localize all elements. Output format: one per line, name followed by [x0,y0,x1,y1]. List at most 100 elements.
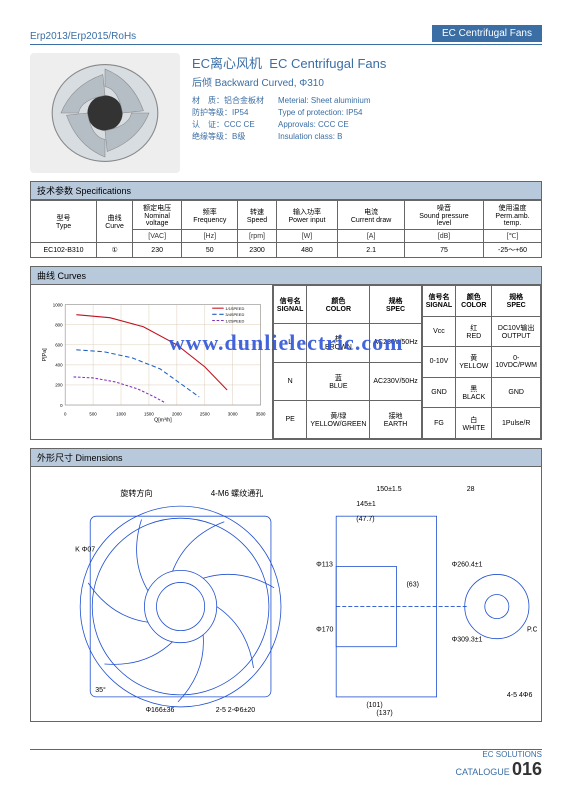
intro-row: 防护等级：IP54Type of protection: IP54 [192,107,542,119]
svg-text:Q[m³/h]: Q[m³/h] [154,418,172,424]
spec-cell: 50 [182,243,238,258]
sig-header: 颜色COLOR [307,286,370,324]
svg-text:2-5 2-Φ6±20: 2-5 2-Φ6±20 [216,707,256,714]
spec-unit: [VAC] [133,230,182,243]
spec-cell: 75 [404,243,483,258]
sig-cell: 蓝BLUE [307,362,370,400]
sig-cell: PE [273,400,306,438]
intro-block: EC离心风机 EC Centrifugal Fans 后倾 Backward C… [30,53,542,173]
sig-cell: AC230V/50Hz [370,362,421,400]
spec-header: 输入功率Power input [276,201,338,230]
sig-cell: 黄/绿YELLOW/GREEN [307,400,370,438]
spec-cell: 2.1 [338,243,405,258]
section-dims: 外形尺寸 Dimensions [30,448,542,467]
spec-cell: -25～+60 [484,243,542,258]
sig-header: 颜色COLOR [456,286,492,317]
spec-header: 使用温度Perm.amb.temp. [484,201,542,230]
sig-cell: 白WHITE [456,408,492,439]
sig-cell: 1Pulse/R [492,408,541,439]
svg-text:(63): (63) [406,581,418,588]
header-rule [30,44,542,45]
spec-cell: 480 [276,243,338,258]
sig-header: 信号名SIGNAL [422,286,455,317]
signal-table-1: 信号名SIGNAL颜色COLOR规格SPECL棕BROWNAC230V/50Hz… [273,285,422,439]
spec-cell: 230 [133,243,182,258]
spec-unit: [W] [276,230,338,243]
svg-text:2000: 2000 [172,412,182,417]
sig-cell: GND [492,377,541,408]
svg-text:200: 200 [55,383,63,388]
sig-header: 规格SPEC [370,286,421,324]
svg-text:Φ170: Φ170 [316,627,333,634]
svg-text:1000: 1000 [116,412,126,417]
spec-header: 噪音Sound pressurelevel [404,201,483,230]
footer-line2: CATALOGUE [456,767,510,777]
intro-row: 材 质：铝合金板材Meterial: Sheet aluminium [192,95,542,107]
svg-text:400: 400 [55,363,63,368]
svg-text:(137): (137) [376,710,392,717]
sig-cell: 黑BLACK [456,377,492,408]
svg-text:2500: 2500 [200,412,210,417]
spec-cell: 2300 [238,243,276,258]
svg-text:4-M6 螺纹通孔: 4-M6 螺纹通孔 [211,488,264,498]
spec-table: 型号Type曲线Curve额定电压Nominalvoltage频率Frequen… [30,200,542,258]
svg-text:150±1.5: 150±1.5 [376,486,401,493]
footer-line1: EC SOLUTIONS [456,750,542,759]
spec-header: 额定电压Nominalvoltage [133,201,182,230]
svg-text:Φ309.3±1: Φ309.3±1 [452,637,483,644]
svg-text:800: 800 [55,322,63,327]
svg-text:Φ260.4±1: Φ260.4±1 [452,561,483,568]
sig-cell: GND [422,377,455,408]
page: Erp2013/Erp2015/RoHs EC Centrifugal Fans… [0,0,572,800]
svg-text:K Φ07: K Φ07 [75,546,95,553]
spec-unit: [A] [338,230,405,243]
svg-text:0: 0 [60,403,63,408]
spec-unit: [rpm] [238,230,276,243]
page-number: 016 [512,759,542,779]
svg-text:3000: 3000 [228,412,238,417]
svg-text:4-5 4Φ6: 4-5 4Φ6 [507,692,533,699]
svg-text:1/1SPEED: 1/1SPEED [225,306,244,311]
svg-text:P.C.DΦ360±1: P.C.DΦ360±1 [527,627,537,634]
intro-text: EC离心风机 EC Centrifugal Fans 后倾 Backward C… [192,53,542,173]
svg-text:0: 0 [64,412,67,417]
curves-wrap: 0500100015002000250030003500020040060080… [30,285,542,440]
svg-text:3/4SPEED: 3/4SPEED [225,312,244,317]
watermark: www.dunlielectric.com [0,330,572,356]
spec-unit: [dB] [404,230,483,243]
signal-tables: 信号名SIGNAL颜色COLOR规格SPECL棕BROWNAC230V/50Hz… [273,285,541,439]
svg-text:Φ113: Φ113 [316,561,333,568]
svg-text:Φ166±36: Φ166±36 [145,707,174,714]
signal-table-2: 信号名SIGNAL颜色COLOR规格SPECVcc红REDDC10V输出OUTP… [422,285,541,439]
spec-header: 型号Type [31,201,97,243]
svg-text:145±1: 145±1 [356,501,376,508]
svg-text:(101): (101) [366,702,382,709]
section-spec: 技术参数 Specifications [30,181,542,200]
sig-cell: N [273,362,306,400]
svg-text:35°: 35° [95,686,106,694]
svg-text:旋转方向: 旋转方向 [120,488,152,498]
sig-header: 规格SPEC [492,286,541,317]
subtitle: 后倾 Backward Curved, Φ310 [192,74,542,89]
svg-text:1500: 1500 [144,412,154,417]
spec-header: 电流Current draw [338,201,405,230]
sig-cell: FG [422,408,455,439]
svg-text:1/2SPEED: 1/2SPEED [225,318,244,323]
fan-photo [30,53,180,173]
dimensions-drawing: 旋转方向4-M6 螺纹通孔150±1.5145±128(47.7)(63)Φ11… [30,467,542,722]
spec-header: 曲线Curve [97,201,133,243]
curves-chart: 0500100015002000250030003500020040060080… [31,285,273,439]
svg-text:28: 28 [467,486,475,493]
spec-header: 频率Frequency [182,201,238,230]
section-curves: 曲线 Curves [30,266,542,285]
intro-row: 认 证：CCC CEApprovals: CCC CE [192,119,542,131]
footer: EC SOLUTIONS CATALOGUE 016 [456,750,542,780]
spec-cell: EC102-B310 [31,243,97,258]
title-cn: EC离心风机 [192,56,262,71]
svg-text:3500: 3500 [256,412,266,417]
spec-unit: [Hz] [182,230,238,243]
sig-cell: 接地EARTH [370,400,421,438]
svg-text:1000: 1000 [53,302,63,307]
sig-header: 信号名SIGNAL [273,286,306,324]
header-right: EC Centrifugal Fans [432,25,542,42]
